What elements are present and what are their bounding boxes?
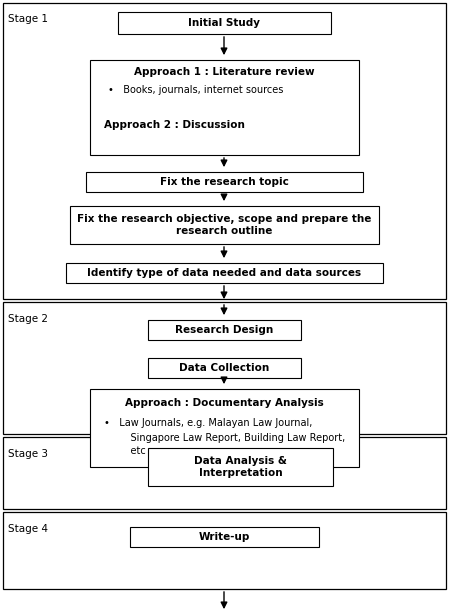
Bar [90, 60, 359, 155]
Bar [70, 206, 379, 244]
Text: Stage 3: Stage 3 [8, 449, 48, 459]
Bar [3, 3, 446, 299]
Text: Fix the research objective, scope and prepare the
research outline: Fix the research objective, scope and pr… [77, 214, 372, 236]
Text: Identify type of data needed and data sources: Identify type of data needed and data so… [88, 268, 361, 278]
Bar [66, 263, 383, 283]
Bar [148, 320, 301, 340]
Text: etc: etc [118, 446, 146, 456]
Text: Approach 1 : Literature review: Approach 1 : Literature review [134, 67, 315, 77]
Text: Stage 1: Stage 1 [8, 14, 48, 24]
Text: Approach 2 : Discussion: Approach 2 : Discussion [104, 120, 245, 130]
Text: Stage 2: Stage 2 [8, 314, 48, 324]
Text: •   Books, journals, internet sources: • Books, journals, internet sources [108, 85, 283, 95]
Text: Write-up: Write-up [199, 532, 250, 542]
Bar [86, 172, 363, 192]
Text: Research Design: Research Design [176, 325, 273, 335]
Text: Data Analysis &
Interpretation: Data Analysis & Interpretation [194, 456, 287, 478]
Bar [118, 12, 331, 34]
Text: Data Collection: Data Collection [179, 363, 270, 373]
Bar [3, 512, 446, 589]
Text: Fix the research topic: Fix the research topic [160, 177, 289, 187]
Bar [148, 448, 333, 486]
Bar [130, 527, 319, 547]
Bar [3, 437, 446, 509]
Bar [90, 389, 359, 467]
Text: Approach : Documentary Analysis: Approach : Documentary Analysis [125, 398, 324, 408]
Bar [148, 358, 301, 378]
Text: Initial Study: Initial Study [189, 18, 260, 28]
Bar [3, 302, 446, 434]
Text: •   Law Journals, e.g. Malayan Law Journal,: • Law Journals, e.g. Malayan Law Journal… [104, 418, 313, 428]
Text: Stage 4: Stage 4 [8, 524, 48, 534]
Text: Singapore Law Report, Building Law Report,: Singapore Law Report, Building Law Repor… [118, 433, 345, 443]
